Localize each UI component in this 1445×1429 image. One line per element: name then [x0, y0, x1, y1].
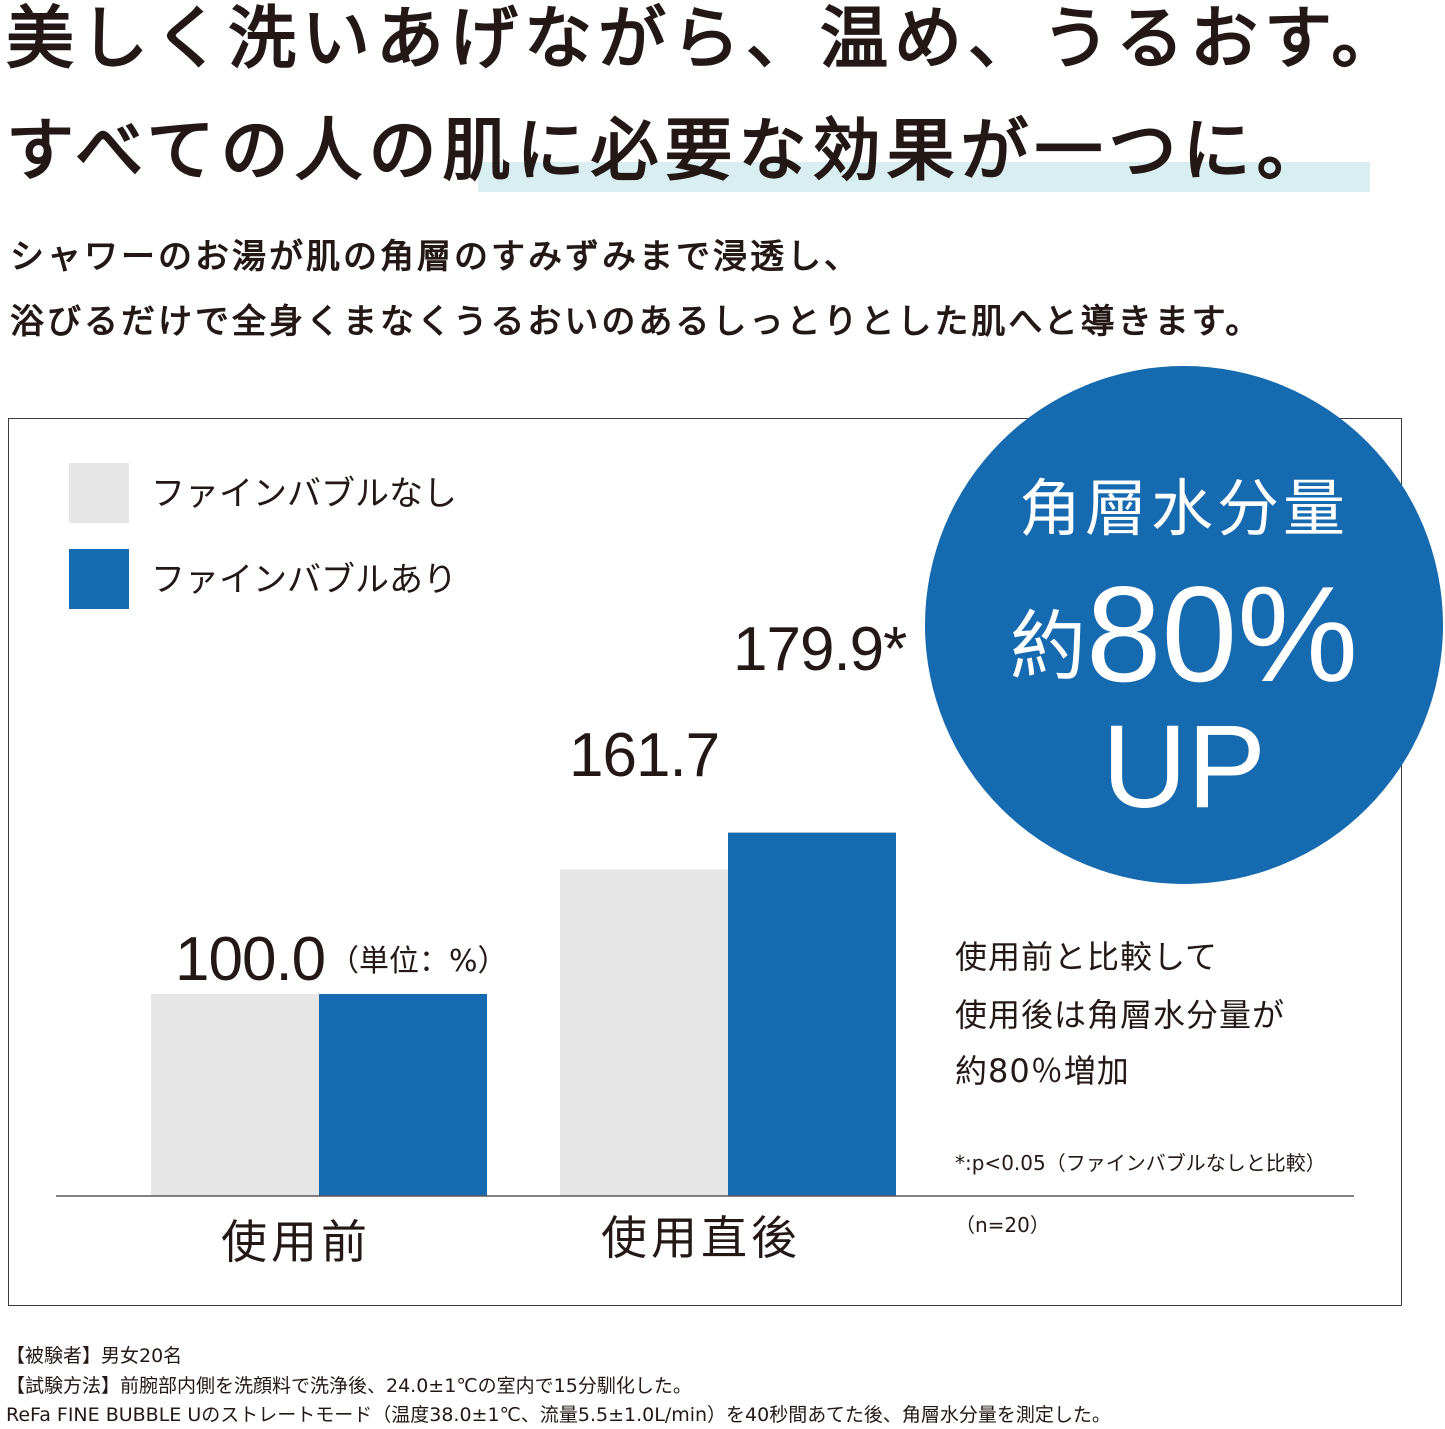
headline-line-1: 美しく洗いあげながら、温め、うるおす。 [6, 0, 1406, 79]
badge-title: 角層水分量 [1018, 472, 1349, 545]
note-line-2: 使用後は角層水分量が [955, 996, 1286, 1034]
note-line-3: 約80％増加 [955, 1052, 1130, 1090]
data-label-before: 100.0 [175, 925, 326, 994]
bar-before-with [319, 994, 487, 1196]
category-label-before: 使用前 [221, 1215, 371, 1269]
legend-swatch-without-fine-bubble [69, 463, 129, 523]
data-label-after-without: 161.7 [569, 721, 720, 790]
badge-value: 80% [1085, 558, 1359, 710]
bar-after-without [560, 869, 728, 1196]
badge-main: 約80% [925, 566, 1443, 702]
significance-note: *:p<0.05（ファインバブルなしと比較） [955, 1151, 1326, 1175]
badge-prefix: 約 [1009, 602, 1086, 691]
legend-label-with-fine-bubble: ファインバブルあり [151, 560, 457, 600]
bar-chart [56, 832, 1354, 1197]
bar-before-without [151, 994, 319, 1196]
footer-procedure: ReFa FINE BUBBLE Uのストレートモード（温度38.0±1℃、流量… [6, 1404, 1111, 1426]
footer-method: 【試験方法】前腕部内側を洗顔料で洗浄後、24.0±1℃の室内で15分馴化した。 [6, 1375, 692, 1397]
data-label-after-with: 179.9* [733, 615, 907, 684]
result-badge: 角層水分量 約80% UP [925, 366, 1443, 884]
subheadline-line-1: シャワーのお湯が肌の角層のすみずみまで浸透し、 [10, 237, 861, 277]
badge-suffix: UP [1102, 701, 1266, 833]
subheadline-line-2: 浴びるだけで全身くまなくうるおいのあるしっとりとした肌へと導きます。 [10, 302, 1263, 342]
unit-label: （単位：%） [329, 944, 508, 979]
sample-size-note: （n=20） [955, 1213, 1050, 1237]
category-label-after: 使用直後 [601, 1211, 801, 1265]
note-line-1: 使用前と比較して [955, 938, 1219, 976]
legend-label-without-fine-bubble: ファインバブルなし [151, 474, 457, 514]
headline-highlight [478, 162, 1370, 192]
legend-swatch-with-fine-bubble [69, 549, 129, 609]
footer-subjects: 【被験者】男女20名 [6, 1345, 183, 1367]
headline-line-2: すべての人の肌に必要な効果が一つに。 [6, 112, 1331, 191]
bar-after-with [728, 832, 896, 1196]
